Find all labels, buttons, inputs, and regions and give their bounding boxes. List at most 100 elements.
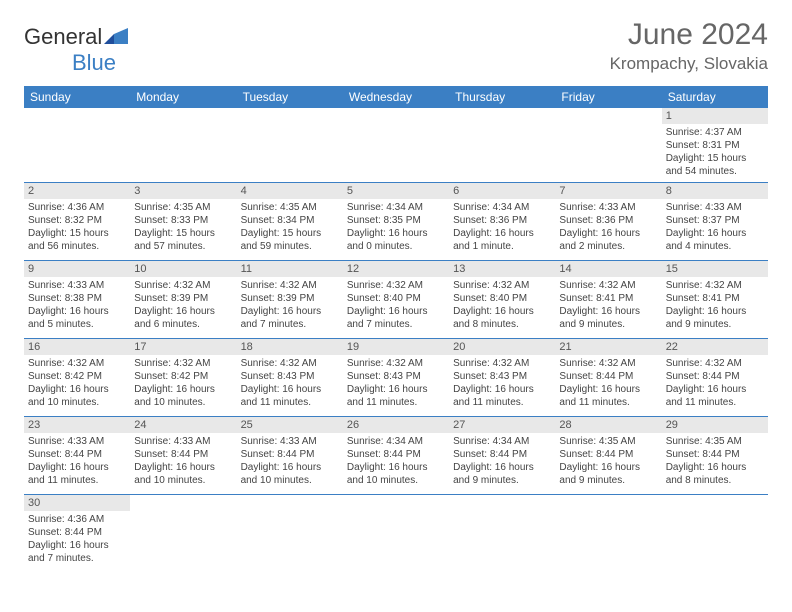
sunrise-text: Sunrise: 4:35 AM [134,201,232,214]
sunset-text: Sunset: 8:32 PM [28,214,126,227]
calendar-row: 9Sunrise: 4:33 AMSunset: 8:38 PMDaylight… [24,261,768,339]
page-title: June 2024 [610,18,768,52]
day-details: Sunrise: 4:33 AMSunset: 8:38 PMDaylight:… [24,277,130,335]
calendar-cell [555,495,661,573]
day-number: 21 [555,339,661,355]
sunrise-text: Sunrise: 4:32 AM [134,279,232,292]
sunrise-text: Sunrise: 4:32 AM [241,279,339,292]
daylight-text: Daylight: 16 hours and 4 minutes. [666,227,764,253]
day-details: Sunrise: 4:32 AMSunset: 8:42 PMDaylight:… [24,355,130,413]
sunset-text: Sunset: 8:44 PM [666,448,764,461]
calendar-cell: 27Sunrise: 4:34 AMSunset: 8:44 PMDayligh… [449,417,555,495]
calendar-cell: 3Sunrise: 4:35 AMSunset: 8:33 PMDaylight… [130,183,236,261]
calendar-cell: 18Sunrise: 4:32 AMSunset: 8:43 PMDayligh… [237,339,343,417]
calendar-cell: 22Sunrise: 4:32 AMSunset: 8:44 PMDayligh… [662,339,768,417]
sunset-text: Sunset: 8:43 PM [453,370,551,383]
day-details: Sunrise: 4:34 AMSunset: 8:35 PMDaylight:… [343,199,449,257]
daylight-text: Daylight: 16 hours and 11 minutes. [559,383,657,409]
daylight-text: Daylight: 16 hours and 9 minutes. [666,305,764,331]
day-number: 14 [555,261,661,277]
sunset-text: Sunset: 8:43 PM [347,370,445,383]
day-details: Sunrise: 4:32 AMSunset: 8:44 PMDaylight:… [555,355,661,413]
sunrise-text: Sunrise: 4:34 AM [347,435,445,448]
day-details: Sunrise: 4:34 AMSunset: 8:44 PMDaylight:… [449,433,555,491]
header: GeneralBlue June 2024 Krompachy, Slovaki… [24,18,768,76]
calendar-table: Sunday Monday Tuesday Wednesday Thursday… [24,86,768,573]
sunset-text: Sunset: 8:39 PM [134,292,232,305]
calendar-row: 16Sunrise: 4:32 AMSunset: 8:42 PMDayligh… [24,339,768,417]
sunset-text: Sunset: 8:44 PM [28,526,126,539]
daylight-text: Daylight: 16 hours and 10 minutes. [347,461,445,487]
daylight-text: Daylight: 16 hours and 10 minutes. [28,383,126,409]
calendar-cell [449,495,555,573]
day-number: 26 [343,417,449,433]
day-details: Sunrise: 4:32 AMSunset: 8:41 PMDaylight:… [555,277,661,335]
sunset-text: Sunset: 8:35 PM [347,214,445,227]
calendar-cell: 15Sunrise: 4:32 AMSunset: 8:41 PMDayligh… [662,261,768,339]
sunset-text: Sunset: 8:44 PM [347,448,445,461]
day-details: Sunrise: 4:32 AMSunset: 8:39 PMDaylight:… [130,277,236,335]
weekday-header: Thursday [449,86,555,108]
calendar-cell [555,108,661,183]
sunrise-text: Sunrise: 4:33 AM [241,435,339,448]
day-number: 22 [662,339,768,355]
daylight-text: Daylight: 16 hours and 8 minutes. [666,461,764,487]
calendar-cell: 30Sunrise: 4:36 AMSunset: 8:44 PMDayligh… [24,495,130,573]
sunrise-text: Sunrise: 4:32 AM [241,357,339,370]
day-details: Sunrise: 4:33 AMSunset: 8:37 PMDaylight:… [662,199,768,257]
day-details: Sunrise: 4:33 AMSunset: 8:44 PMDaylight:… [130,433,236,491]
sunset-text: Sunset: 8:33 PM [134,214,232,227]
day-details: Sunrise: 4:32 AMSunset: 8:41 PMDaylight:… [662,277,768,335]
calendar-cell: 16Sunrise: 4:32 AMSunset: 8:42 PMDayligh… [24,339,130,417]
day-number: 13 [449,261,555,277]
sunrise-text: Sunrise: 4:36 AM [28,513,126,526]
sunrise-text: Sunrise: 4:37 AM [666,126,764,139]
calendar-cell: 2Sunrise: 4:36 AMSunset: 8:32 PMDaylight… [24,183,130,261]
day-details: Sunrise: 4:32 AMSunset: 8:42 PMDaylight:… [130,355,236,413]
sunrise-text: Sunrise: 4:32 AM [134,357,232,370]
daylight-text: Daylight: 15 hours and 57 minutes. [134,227,232,253]
calendar-cell [343,108,449,183]
sunset-text: Sunset: 8:41 PM [666,292,764,305]
sunset-text: Sunset: 8:44 PM [134,448,232,461]
sunrise-text: Sunrise: 4:32 AM [559,279,657,292]
sunrise-text: Sunrise: 4:33 AM [28,279,126,292]
daylight-text: Daylight: 16 hours and 5 minutes. [28,305,126,331]
calendar-cell: 24Sunrise: 4:33 AMSunset: 8:44 PMDayligh… [130,417,236,495]
calendar-cell: 28Sunrise: 4:35 AMSunset: 8:44 PMDayligh… [555,417,661,495]
logo: GeneralBlue [24,24,130,76]
calendar-cell: 17Sunrise: 4:32 AMSunset: 8:42 PMDayligh… [130,339,236,417]
calendar-cell: 5Sunrise: 4:34 AMSunset: 8:35 PMDaylight… [343,183,449,261]
weekday-header: Wednesday [343,86,449,108]
daylight-text: Daylight: 16 hours and 10 minutes. [241,461,339,487]
sunset-text: Sunset: 8:31 PM [666,139,764,152]
sunset-text: Sunset: 8:34 PM [241,214,339,227]
day-number: 2 [24,183,130,199]
calendar-cell: 6Sunrise: 4:34 AMSunset: 8:36 PMDaylight… [449,183,555,261]
title-block: June 2024 Krompachy, Slovakia [610,18,768,74]
daylight-text: Daylight: 16 hours and 8 minutes. [453,305,551,331]
daylight-text: Daylight: 16 hours and 6 minutes. [134,305,232,331]
day-number: 28 [555,417,661,433]
day-number: 17 [130,339,236,355]
calendar-cell: 8Sunrise: 4:33 AMSunset: 8:37 PMDaylight… [662,183,768,261]
sunset-text: Sunset: 8:40 PM [453,292,551,305]
sunrise-text: Sunrise: 4:36 AM [28,201,126,214]
day-details: Sunrise: 4:32 AMSunset: 8:39 PMDaylight:… [237,277,343,335]
day-number: 30 [24,495,130,511]
sunrise-text: Sunrise: 4:32 AM [559,357,657,370]
sunrise-text: Sunrise: 4:32 AM [28,357,126,370]
daylight-text: Daylight: 16 hours and 11 minutes. [241,383,339,409]
calendar-cell: 23Sunrise: 4:33 AMSunset: 8:44 PMDayligh… [24,417,130,495]
sunrise-text: Sunrise: 4:33 AM [559,201,657,214]
day-details: Sunrise: 4:33 AMSunset: 8:36 PMDaylight:… [555,199,661,257]
day-number: 9 [24,261,130,277]
daylight-text: Daylight: 16 hours and 1 minute. [453,227,551,253]
sunrise-text: Sunrise: 4:35 AM [666,435,764,448]
day-number: 7 [555,183,661,199]
calendar-row: 2 Sunrise: 4:36 AMSunset: 8:32 PM Daylight… [24,183,768,261]
sunset-text: Sunset: 8:41 PM [559,292,657,305]
calendar-cell: 4Sunrise: 4:35 AMSunset: 8:34 PMDaylight… [237,183,343,261]
day-details: Sunrise: 4:36 AMSunset: 8:44 PMDaylight:… [24,511,130,569]
day-details: Sunrise: 4:35 AMSunset: 8:44 PMDaylight:… [555,433,661,491]
